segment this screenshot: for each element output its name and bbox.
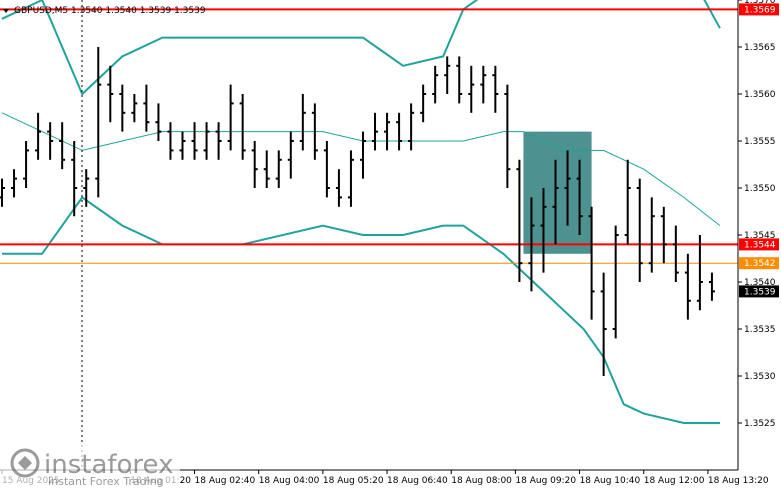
watermark-brand: instaforex xyxy=(44,450,173,480)
y-tick-label: 1.3545 xyxy=(744,231,776,241)
last-price-tag xyxy=(739,285,779,298)
last-price-label: 1.3539 xyxy=(744,287,776,297)
x-tick-label: 18 Aug 02:40 xyxy=(195,476,256,486)
x-tick-label: 18 Aug 06:40 xyxy=(387,476,448,486)
y-tick-label: 1.3550 xyxy=(744,184,776,194)
x-tick-label: 18 Aug 12:00 xyxy=(644,476,705,486)
y-tick-label: 1.3540 xyxy=(744,278,776,288)
y-tick-label: 1.3560 xyxy=(744,90,776,100)
level-label: 1.3569 xyxy=(744,5,776,15)
x-tick-label: 18 Aug 10:40 xyxy=(580,476,641,486)
band-lower xyxy=(2,196,720,424)
watermark: instaforex Instant Forex Trading xyxy=(0,444,180,489)
band-middle xyxy=(1,112,721,226)
x-tick-label: 18 Aug 08:00 xyxy=(451,476,512,486)
y-tick-label: 1.3555 xyxy=(744,137,776,147)
level-label: 1.3542 xyxy=(744,259,776,269)
x-tick-label: 18 Aug 09:20 xyxy=(515,476,576,486)
y-tick-label: 1.3570 xyxy=(744,0,776,6)
menu-arrow xyxy=(3,9,9,13)
level-tag xyxy=(739,238,779,251)
level-label: 1.3544 xyxy=(744,240,776,250)
y-tick-label: 1.3530 xyxy=(744,372,776,382)
y-tick-label: 1.3525 xyxy=(744,419,776,429)
x-tick-label: 18 Aug 13:20 xyxy=(708,476,769,486)
x-tick-label: 18 Aug 05:20 xyxy=(323,476,384,486)
level-tag xyxy=(739,257,779,270)
level-tag xyxy=(739,3,779,16)
chart-title: GBPUSD,M5 1.3540 1.3540 1.3539 1.3539 xyxy=(14,6,206,16)
watermark-tagline: Instant Forex Trading xyxy=(48,475,164,488)
plot-area xyxy=(0,0,738,424)
watermark-icon xyxy=(18,456,32,470)
y-tick-label: 1.3565 xyxy=(744,43,776,53)
x-tick-label: 18 Aug 04:00 xyxy=(259,476,320,486)
y-tick-label: 1.3535 xyxy=(744,325,776,335)
watermark-icon xyxy=(10,448,40,478)
